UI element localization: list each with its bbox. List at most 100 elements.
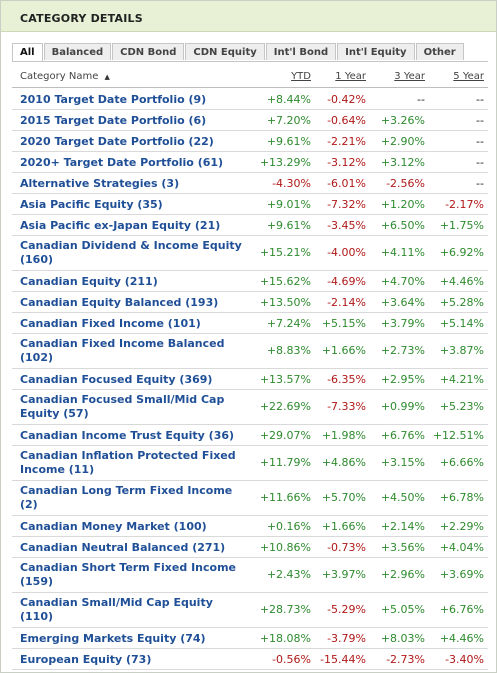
return-1-year-value: -0.73%: [327, 541, 366, 554]
category-link[interactable]: 2020+ Target Date Portfolio (61): [20, 156, 224, 169]
return-5-year-value: +6.92%: [439, 246, 484, 259]
return-td-value: +7.24%: [266, 317, 311, 330]
category-link[interactable]: Canadian Small/Mid Cap Equity (110): [20, 596, 213, 623]
return-td-value: +7.20%: [266, 114, 311, 127]
category-link[interactable]: Canadian Fixed Income Balanced (102): [20, 337, 225, 364]
column-header-3-year[interactable]: 3 Year: [355, 71, 425, 82]
tab-int-l-bond[interactable]: Int'l Bond: [265, 43, 337, 60]
return-3-year-value: +2.73%: [380, 344, 425, 357]
tab-other[interactable]: Other: [415, 43, 464, 60]
return-3-year-value: +6.50%: [380, 219, 425, 232]
return-1-year-value: +4.86%: [321, 456, 366, 469]
category-link[interactable]: Asia Pacific Equity (35): [20, 198, 163, 211]
return-td-value: +28.73%: [259, 603, 311, 616]
return-td-value: +11.66%: [259, 491, 311, 504]
table-row: Canadian Small/Mid Cap Equity (110) +28.7…: [12, 593, 488, 628]
return-3-year-value: -2.56%: [386, 177, 425, 190]
return-5-year-value: +4.21%: [439, 373, 484, 386]
return-3-year-value: +0.99%: [380, 400, 425, 413]
column-header-category-name[interactable]: Category Name ▲: [20, 71, 110, 82]
return-5-year-value: +2.29%: [439, 520, 484, 533]
category-link[interactable]: Canadian Focused Small/Mid Cap Equity (5…: [20, 393, 225, 420]
return-5-year-value: +12.51%: [432, 429, 484, 442]
category-link[interactable]: Canadian Focused Equity (369): [20, 373, 213, 386]
return-3-year-value: +2.95%: [380, 373, 425, 386]
column-header-1-year[interactable]: 1 Year: [297, 71, 366, 82]
category-link[interactable]: Canadian Long Term Fixed Income (2): [20, 484, 233, 511]
return-1-year-value: -4.69%: [327, 275, 366, 288]
return-5-year-value: +3.87%: [439, 344, 484, 357]
category-link[interactable]: Canadian Short Term Fixed Income (159): [20, 561, 236, 588]
category-link[interactable]: 2020 Target Date Portfolio (22): [20, 135, 214, 148]
return-td-value: +13.29%: [259, 156, 311, 169]
tab-all[interactable]: All: [12, 43, 43, 61]
category-link[interactable]: Alternative Strategies (3): [20, 177, 180, 190]
return-td-value: +2.43%: [266, 568, 311, 581]
category-link[interactable]: 2010 Target Date Portfolio (9): [20, 93, 207, 106]
return-5-year-value: +1.75%: [439, 219, 484, 232]
category-link[interactable]: Asia Pacific ex-Japan Equity (21): [20, 219, 221, 232]
table-row: Canadian Inflation Protected Fixed Incom…: [12, 446, 488, 481]
column-header-label: 1 Year: [335, 71, 366, 82]
return-5-year-value: +4.04%: [439, 541, 484, 554]
tab-int-l-equity[interactable]: Int'l Equity: [337, 43, 415, 60]
return-td-value: +22.69%: [259, 400, 311, 413]
table-row: Canadian Long Term Fixed Income (2) +11.6…: [12, 481, 488, 516]
table-row: Canadian Fixed Income Balanced (102) +8.8…: [12, 334, 488, 369]
return-td-value: +15.62%: [259, 275, 311, 288]
tab-cdn-equity[interactable]: CDN Equity: [185, 43, 265, 60]
return-td-value: +0.16%: [266, 520, 311, 533]
return-1-year-value: -4.00%: [327, 246, 366, 259]
return-td-value: +11.79%: [259, 456, 311, 469]
return-td-value: +8.44%: [266, 93, 311, 106]
category-link[interactable]: Canadian Money Market (100): [20, 520, 207, 533]
return-1-year-value: +5.15%: [321, 317, 366, 330]
return-5-year-value: +3.69%: [439, 568, 484, 581]
column-header-label: 3 Year: [394, 71, 425, 82]
table-row: Canadian Equity (211) +15.62% -4.69% +4.70%…: [12, 271, 488, 292]
return-td-value: +13.57%: [259, 373, 311, 386]
tab-balanced[interactable]: Balanced: [43, 43, 112, 60]
return-td-value: -0.56%: [272, 653, 311, 666]
return-3-year-value: +6.76%: [380, 429, 425, 442]
return-td-value: +8.83%: [266, 344, 311, 357]
table-row: Emerging Markets Equity (74) +18.08% -3.79…: [12, 628, 488, 649]
table-row: Alternative Strategies (3) -4.30% -6.01% -2…: [12, 173, 488, 194]
return-1-year-value: +3.97%: [321, 568, 366, 581]
category-link[interactable]: European Equity (73): [20, 653, 152, 666]
table-row: Canadian Neutral Balanced (271) +10.86% -0…: [12, 537, 488, 558]
return-3-year-value: +2.14%: [380, 520, 425, 533]
column-header-ytd[interactable]: YTD: [241, 71, 311, 82]
return-1-year-value: -7.32%: [327, 198, 366, 211]
return-3-year-value: -2.73%: [386, 653, 425, 666]
return-5-year-value: +6.78%: [439, 491, 484, 504]
category-link[interactable]: Canadian Dividend & Income Equity (160): [20, 239, 242, 266]
column-header-5-year[interactable]: 5 Year: [414, 71, 484, 82]
tab-cdn-bond[interactable]: CDN Bond: [112, 43, 185, 60]
return-5-year-value: --: [476, 93, 484, 106]
return-5-year-value: --: [476, 156, 484, 169]
header-divider: [12, 87, 488, 88]
return-1-year-value: -15.44%: [320, 653, 366, 666]
return-3-year-value: +2.96%: [380, 568, 425, 581]
category-link[interactable]: Canadian Neutral Balanced (271): [20, 541, 226, 554]
return-3-year-value: +2.90%: [380, 135, 425, 148]
return-td-value: +9.61%: [266, 135, 311, 148]
return-3-year-value: +3.79%: [380, 317, 425, 330]
return-5-year-value: --: [476, 177, 484, 190]
table-row: 2010 Target Date Portfolio (9) +8.44% -0.4…: [12, 89, 488, 110]
return-5-year-value: +5.23%: [439, 400, 484, 413]
return-5-year-value: +6.66%: [439, 456, 484, 469]
category-link[interactable]: 2015 Target Date Portfolio (6): [20, 114, 207, 127]
column-header-label: Category Name: [20, 71, 99, 82]
category-link[interactable]: Canadian Income Trust Equity (36): [20, 429, 235, 442]
category-link[interactable]: Canadian Inflation Protected Fixed Incom…: [20, 449, 236, 476]
return-5-year-value: +4.46%: [439, 275, 484, 288]
category-link[interactable]: Canadian Equity Balanced (193): [20, 296, 219, 309]
category-link[interactable]: Canadian Fixed Income (101): [20, 317, 201, 330]
return-1-year-value: +5.70%: [321, 491, 366, 504]
category-link[interactable]: Canadian Equity (211): [20, 275, 158, 288]
return-1-year-value: -3.79%: [327, 632, 366, 645]
category-link[interactable]: Emerging Markets Equity (74): [20, 632, 206, 645]
return-5-year-value: +4.46%: [439, 632, 484, 645]
